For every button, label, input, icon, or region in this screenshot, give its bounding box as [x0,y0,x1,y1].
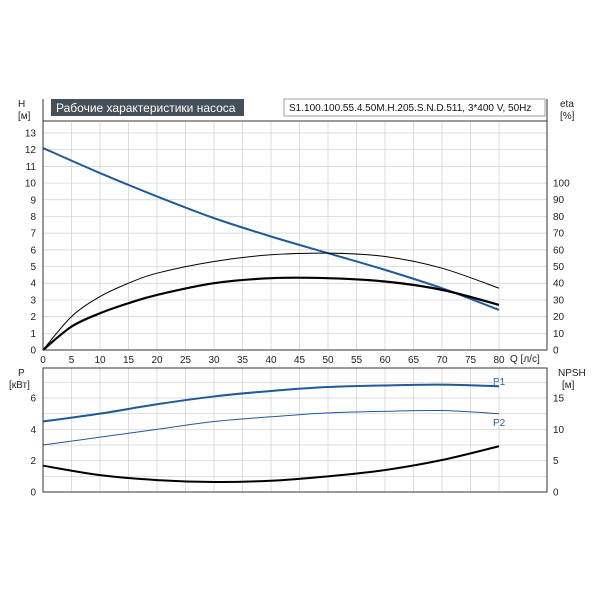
top-right-tick-label: 30 [553,295,565,306]
top-left-axis-unit: [м] [18,111,31,122]
model-box [283,98,546,117]
x-tick-label: 5 [69,355,75,366]
bottom-right-tick-label: 10 [553,425,565,436]
top-left-tick-label: 3 [30,295,36,306]
top-panel-frame [42,120,548,351]
x-tick-label: 10 [94,355,106,366]
x-tick-label: 40 [265,355,277,366]
top-right-tick-label: 100 [553,179,570,190]
x-tick-label: 50 [322,355,334,366]
bottom-left-tick-label: 0 [30,488,36,499]
top-left-tick-label: 1 [30,329,36,340]
top-panel-ticks: 0 5 10 15 20 25 30 35 40 45 50 55 60 65 70 75 8001234567… [25,129,570,367]
x-tick-label: 35 [237,355,249,366]
top-left-tick-label: 2 [30,312,36,323]
x-tick-label: 0 [40,355,46,366]
top-series-line-1 [42,252,500,351]
top-left-tick-label: 0 [30,346,36,357]
x-tick-label: 55 [351,355,363,366]
bottom-right-tick-label: 5 [553,456,559,467]
top-left-tick-label: 5 [30,262,36,273]
model-label: S1.100.100.55.4.50M.H.205.S.N.D.511, 3*4… [289,103,531,114]
bottom-right-axis-unit: [м] [562,380,575,391]
x-tick-label: 30 [208,355,220,366]
top-series-line-2 [42,276,500,351]
bottom-left-tick-label: 4 [30,425,36,436]
x-tick-label: 20 [151,355,163,366]
bottom-left-tick-label: 6 [30,394,36,405]
top-right-tick-label: 20 [553,312,565,323]
bottom-left-tick-label: 2 [30,456,36,467]
x-tick-label: 15 [123,355,135,366]
bottom-series-line-2 [42,445,500,483]
top-right-tick-label: 0 [553,346,559,357]
top-right-tick-label: 80 [553,212,565,223]
x-axis-label: Q [л/с] [510,354,540,365]
bottom-left-axis-label: P [18,368,25,379]
bottom-panel-ticks: 0 2 4 6 0 5 10 15 [30,394,564,499]
bottom-left-axis-unit: [кВт] [9,380,30,391]
top-right-tick-label: 50 [553,262,565,273]
bottom-series-line-1 [42,409,500,446]
top-left-tick-label: 6 [30,245,36,256]
top-right-tick-label: 10 [553,329,565,340]
x-tick-label: 65 [408,355,420,366]
x-tick-label: 70 [436,355,448,366]
x-tick-label: 75 [465,355,477,366]
top-right-axis-label: eta [560,99,574,110]
x-tick-label: 45 [294,355,306,366]
top-left-tick-label: 13 [25,129,37,140]
top-left-tick-label: 8 [30,212,36,223]
top-left-tick-label: 11 [26,162,37,173]
bottom-series-line-0 [42,383,500,423]
top-left-tick-label: 12 [25,145,37,156]
top-right-tick-label: 40 [553,279,565,290]
top-right-tick-label: 60 [553,245,565,256]
x-tick-label: 60 [379,355,391,366]
bottom-right-tick-label: 0 [553,488,559,499]
top-series-line-0 [42,147,500,311]
x-tick-label: 25 [180,355,192,366]
top-right-axis-unit: [%] [560,111,575,122]
top-left-axis-label: H [18,99,25,110]
bottom-panel-series [42,383,500,483]
bottom-right-tick-label: 15 [553,394,565,405]
x-tick-label: 80 [493,355,505,366]
bottom-panel-grid [43,368,547,492]
top-right-tick-label: 90 [553,195,565,206]
bottom-panel-frame [42,367,548,493]
title-background [51,99,244,116]
bottom-right-axis-label: NPSH [558,368,586,379]
top-right-tick-label: 70 [553,229,565,240]
top-panel-series [42,147,500,351]
top-left-tick-label: 7 [30,229,36,240]
chart-title: Рабочие характеристики насоса [56,101,236,115]
top-left-tick-label: 9 [30,195,36,206]
top-left-tick-label: 10 [25,179,37,190]
top-panel-grid [43,121,547,350]
top-left-tick-label: 4 [30,279,36,290]
panel-frames [42,99,548,493]
